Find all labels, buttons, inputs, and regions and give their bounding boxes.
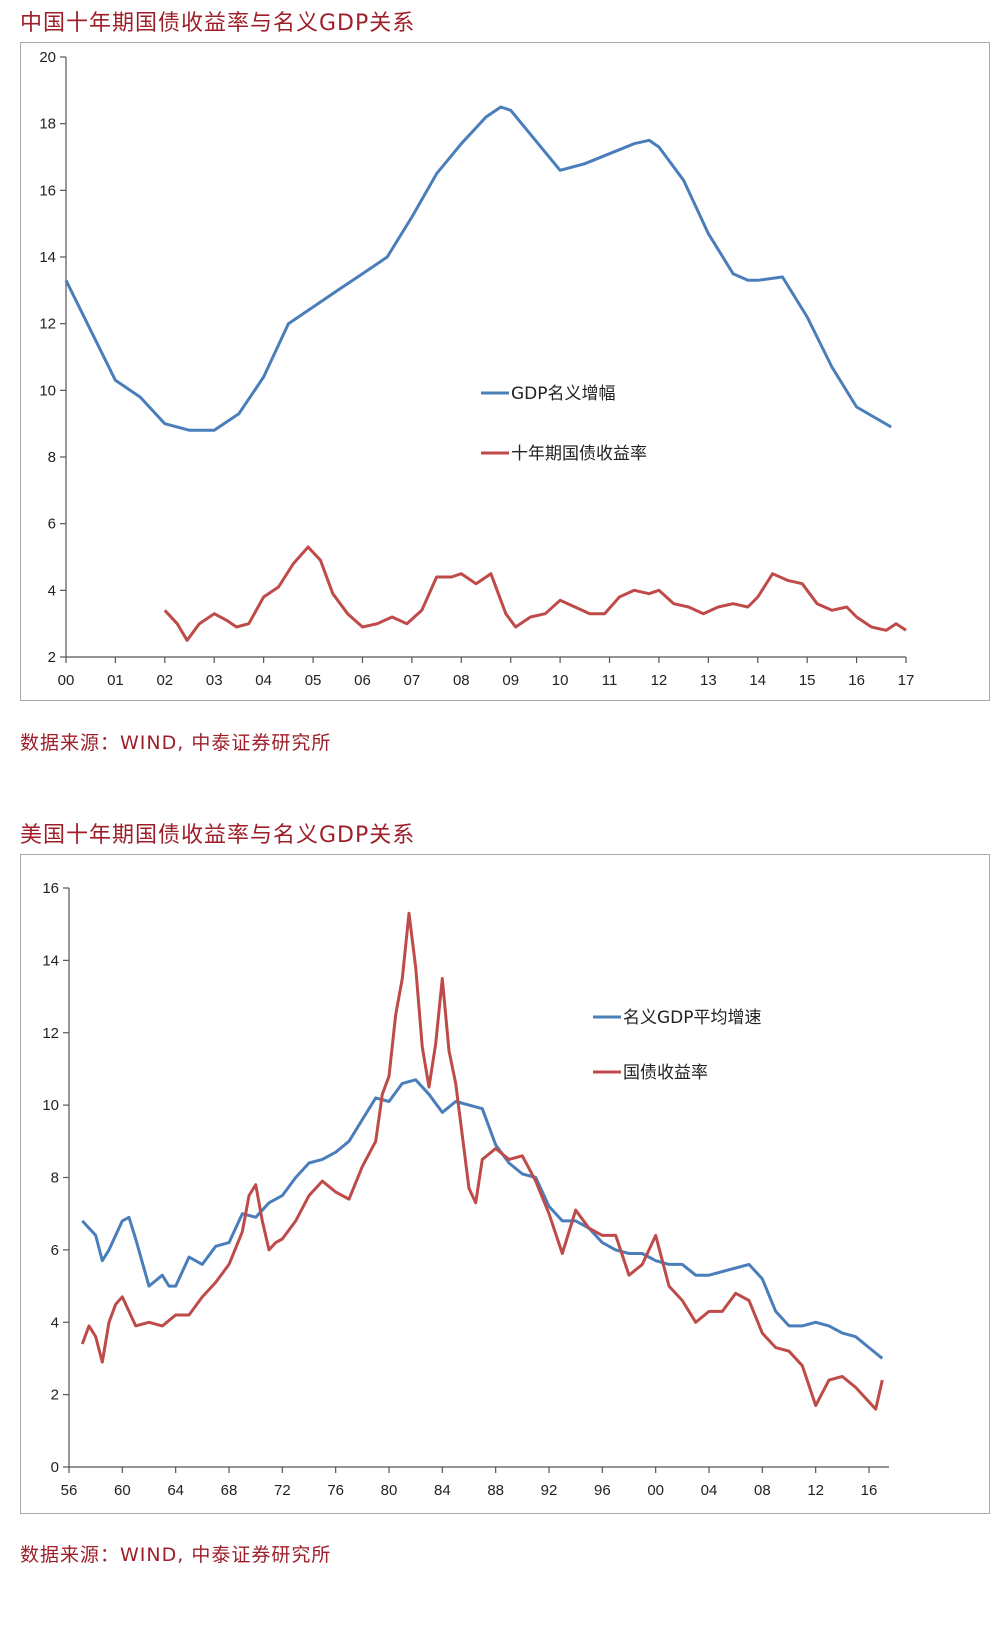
chart1-x-tick-label: 14 xyxy=(749,672,766,689)
chart1-series-line-0 xyxy=(64,105,892,432)
chart2-x-tick-label: 92 xyxy=(541,1482,558,1499)
chart1-y-tick-label: 4 xyxy=(48,582,56,599)
chart1-x-tick-label: 08 xyxy=(453,672,470,689)
chart2-y-tick-label: 6 xyxy=(51,1242,59,1259)
chart2-x-tick-label: 12 xyxy=(807,1482,824,1499)
chart1-svg: 2 4 6 8 10 12 14 16 18 20 00 01 02 03 04 05 06 07 08 09 10 11… xyxy=(39,49,915,689)
chart1-y-tick-label: 14 xyxy=(39,249,56,266)
chart2-legend-label-0: 名义GDP平均增速 xyxy=(623,1008,762,1028)
chart2-x-tick-label: 08 xyxy=(754,1482,771,1499)
chart1-x-tick-label: 05 xyxy=(305,672,322,689)
chart1-y-tick-label: 16 xyxy=(39,182,56,199)
chart2-y-tick-label: 0 xyxy=(51,1459,59,1476)
chart1-x-tick-label: 04 xyxy=(255,672,272,689)
chart1-y-tick-label: 18 xyxy=(39,116,56,133)
chart2-y-tick-label: 8 xyxy=(51,1170,59,1187)
chart2-y-tick-label: 16 xyxy=(42,880,59,897)
chart2-x-tick-label: 04 xyxy=(701,1482,718,1499)
chart1-series-line-1 xyxy=(163,545,907,642)
chart1-x-tick-label: 07 xyxy=(404,672,421,689)
chart2-y-tick-label: 4 xyxy=(51,1314,59,1331)
chart2-legend-label-1: 国债收益率 xyxy=(623,1063,708,1083)
chart2-x-tick-label: 80 xyxy=(381,1482,398,1499)
chart1-container: 2 4 6 8 10 12 14 16 18 20 00 01 02 03 04 05 06 07 08 09 10 11… xyxy=(20,42,990,701)
chart1-legend-label-1: 十年期国债收益率 xyxy=(511,444,647,464)
chart2-x-tick-label: 16 xyxy=(861,1482,878,1499)
chart1-x-tick-label: 00 xyxy=(58,672,75,689)
chart1-x-tick-label: 09 xyxy=(502,672,519,689)
chart2-y-tick-label: 14 xyxy=(42,952,59,969)
chart1-x-tick-label: 03 xyxy=(206,672,223,689)
chart2-y-tick-label: 2 xyxy=(51,1387,59,1404)
chart2-container: 0 2 4 6 8 10 12 14 16 56 60 64 68 72 76 80 84 88 92 96 00 04 0… xyxy=(20,854,990,1514)
chart1-y-tick-label: 2 xyxy=(48,649,56,666)
chart1-x-tick-label: 12 xyxy=(651,672,668,689)
chart1-y-tick-label: 6 xyxy=(48,516,56,533)
chart2-x-tick-label: 00 xyxy=(647,1482,664,1499)
chart1-x-tick-label: 02 xyxy=(156,672,173,689)
chart1-y-tick-label: 20 xyxy=(39,49,56,66)
chart2-x-tick-label: 68 xyxy=(221,1482,238,1499)
chart1-x-tick-label: 06 xyxy=(354,672,371,689)
chart1-y-tick-label: 8 xyxy=(48,449,56,466)
chart2-source: 数据来源：WIND, 中泰证券研究所 xyxy=(20,1544,332,1566)
chart1-x-tick-label: 15 xyxy=(799,672,816,689)
chart1-legend-label-0: GDP名义增幅 xyxy=(511,384,616,404)
chart2-x-tick-label: 76 xyxy=(327,1482,344,1499)
chart2-y-tick-label: 12 xyxy=(42,1025,59,1042)
chart1-x-tick-label: 17 xyxy=(898,672,915,689)
chart1-x-tick-label: 11 xyxy=(602,672,618,689)
chart1-source: 数据来源：WIND, 中泰证券研究所 xyxy=(20,732,332,754)
chart2-title: 美国十年期国债收益率与名义GDP关系 xyxy=(20,823,416,848)
chart2-x-tick-label: 84 xyxy=(434,1482,451,1499)
chart2-y-tick-label: 10 xyxy=(42,1097,59,1114)
chart1-title: 中国十年期国债收益率与名义GDP关系 xyxy=(20,11,416,36)
chart1-x-tick-label: 16 xyxy=(848,672,865,689)
chart2-series-line-1 xyxy=(80,911,884,1411)
chart2-x-tick-label: 56 xyxy=(61,1482,78,1499)
chart1-x-tick-label: 13 xyxy=(700,672,717,689)
chart2-x-tick-label: 60 xyxy=(114,1482,131,1499)
chart1-x-tick-label: 10 xyxy=(552,672,569,689)
chart1-x-tick-label: 01 xyxy=(107,672,124,689)
chart2-x-tick-label: 96 xyxy=(594,1482,611,1499)
chart2-series-line-0 xyxy=(81,1078,884,1360)
chart1-y-tick-label: 12 xyxy=(39,316,56,333)
chart1-y-tick-label: 10 xyxy=(39,382,56,399)
chart2-x-tick-label: 72 xyxy=(274,1482,291,1499)
chart2-x-tick-label: 88 xyxy=(487,1482,504,1499)
chart2-x-tick-label: 64 xyxy=(167,1482,184,1499)
